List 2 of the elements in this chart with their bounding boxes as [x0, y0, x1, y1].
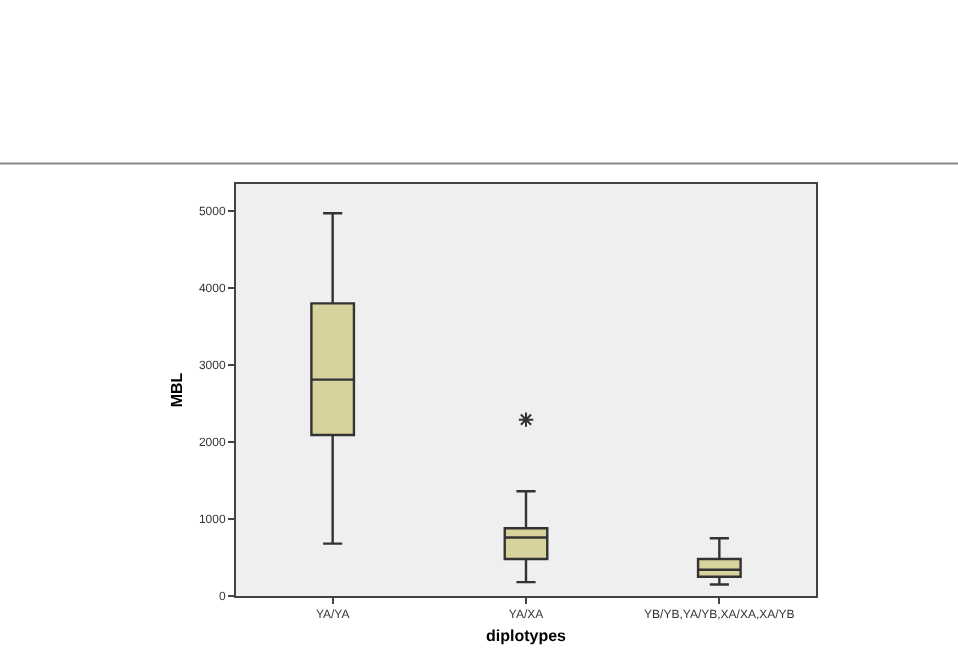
x-axis-title: diplotypes — [485, 626, 568, 645]
y-axis-title: MBL — [168, 372, 187, 408]
